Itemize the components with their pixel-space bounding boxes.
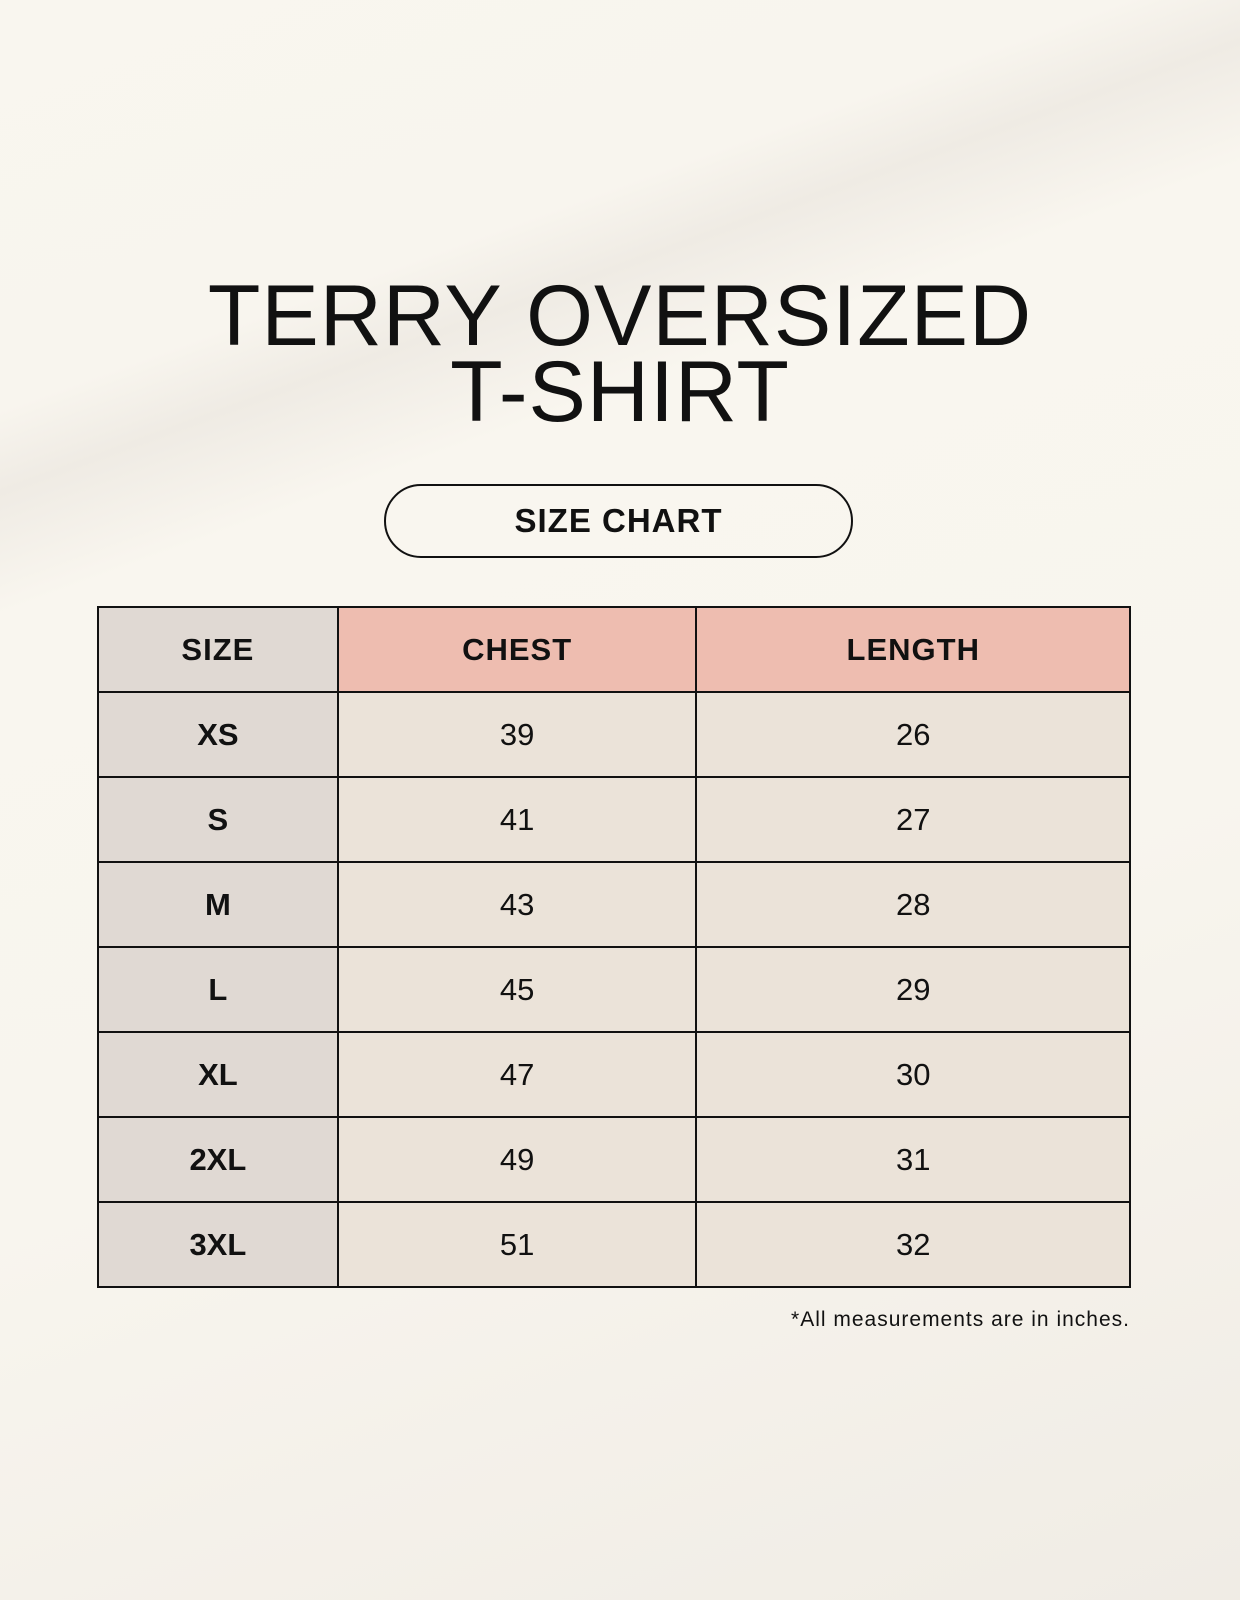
- table-row: L 45 29: [97, 946, 1131, 1033]
- cell-chest: 41: [336, 776, 698, 863]
- cell-size: 2XL: [97, 1116, 339, 1203]
- cell-size: S: [97, 776, 339, 863]
- cell-length: 29: [695, 946, 1131, 1033]
- footnote: *All measurements are in inches.: [791, 1308, 1130, 1331]
- table-row: XL 47 30: [97, 1031, 1131, 1118]
- cell-chest: 47: [336, 1031, 698, 1118]
- header-chest: CHEST: [336, 606, 698, 693]
- cell-length: 27: [695, 776, 1131, 863]
- cell-size: M: [97, 861, 339, 948]
- table-header-row: SIZE CHEST LENGTH: [97, 606, 1131, 693]
- cell-length: 30: [695, 1031, 1131, 1118]
- title-line-2: T-SHIRT: [450, 344, 790, 440]
- cell-length: 32: [695, 1201, 1131, 1288]
- table-row: 2XL 49 31: [97, 1116, 1131, 1203]
- header-length: LENGTH: [695, 606, 1131, 693]
- cell-size: XS: [97, 691, 339, 778]
- table-row: M 43 28: [97, 861, 1131, 948]
- page-title: TERRY OVERSIZED T-SHIRT: [0, 273, 1240, 435]
- table-row: XS 39 26: [97, 691, 1131, 778]
- cell-chest: 39: [336, 691, 698, 778]
- title-line-1: TERRY OVERSIZED: [207, 268, 1033, 364]
- header-size: SIZE: [97, 606, 339, 693]
- cell-length: 31: [695, 1116, 1131, 1203]
- cell-size: 3XL: [97, 1201, 339, 1288]
- cell-length: 28: [695, 861, 1131, 948]
- size-table: SIZE CHEST LENGTH XS 39 26 S 41 27 M 43 28 L 45 29 X…: [97, 606, 1131, 1288]
- table-row: 3XL 51 32: [97, 1201, 1131, 1288]
- size-chart-badge: SIZE CHART: [384, 484, 853, 558]
- cell-size: L: [97, 946, 339, 1033]
- cell-chest: 49: [336, 1116, 698, 1203]
- cell-chest: 45: [336, 946, 698, 1033]
- table-row: S 41 27: [97, 776, 1131, 863]
- cell-size: XL: [97, 1031, 339, 1118]
- cell-chest: 43: [336, 861, 698, 948]
- cell-length: 26: [695, 691, 1131, 778]
- cell-chest: 51: [336, 1201, 698, 1288]
